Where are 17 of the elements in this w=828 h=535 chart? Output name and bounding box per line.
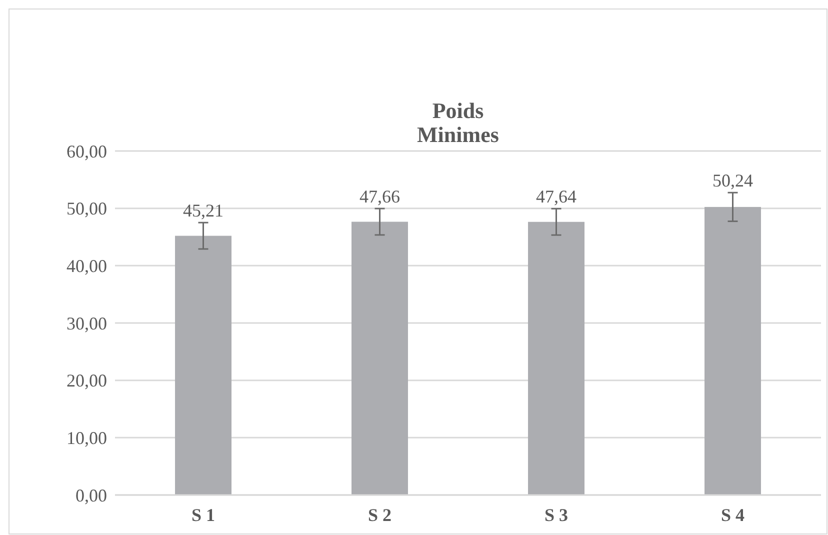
data-label: 47,66	[360, 186, 400, 207]
data-label: 47,64	[536, 186, 576, 207]
x-tick-label: S 4	[720, 505, 745, 525]
data-label: 50,24	[712, 170, 753, 191]
x-tick-label: S 2	[368, 505, 392, 525]
data-label: 45,21	[183, 200, 224, 221]
y-tick-label: 20,00	[66, 370, 107, 391]
y-tick-label: 50,00	[66, 198, 107, 219]
y-tick-label: 10,00	[66, 428, 107, 448]
y-tick-label: 0,00	[76, 485, 107, 506]
y-tick-label: 60,00	[66, 141, 107, 162]
chart-title: Poids	[432, 98, 484, 123]
y-tick-label: 30,00	[66, 313, 107, 334]
x-tick-label: S 1	[191, 505, 216, 525]
chart-subtitle: Minimes	[417, 122, 500, 147]
y-tick-label: 40,00	[66, 256, 107, 276]
x-tick-label: S 3	[544, 505, 568, 525]
